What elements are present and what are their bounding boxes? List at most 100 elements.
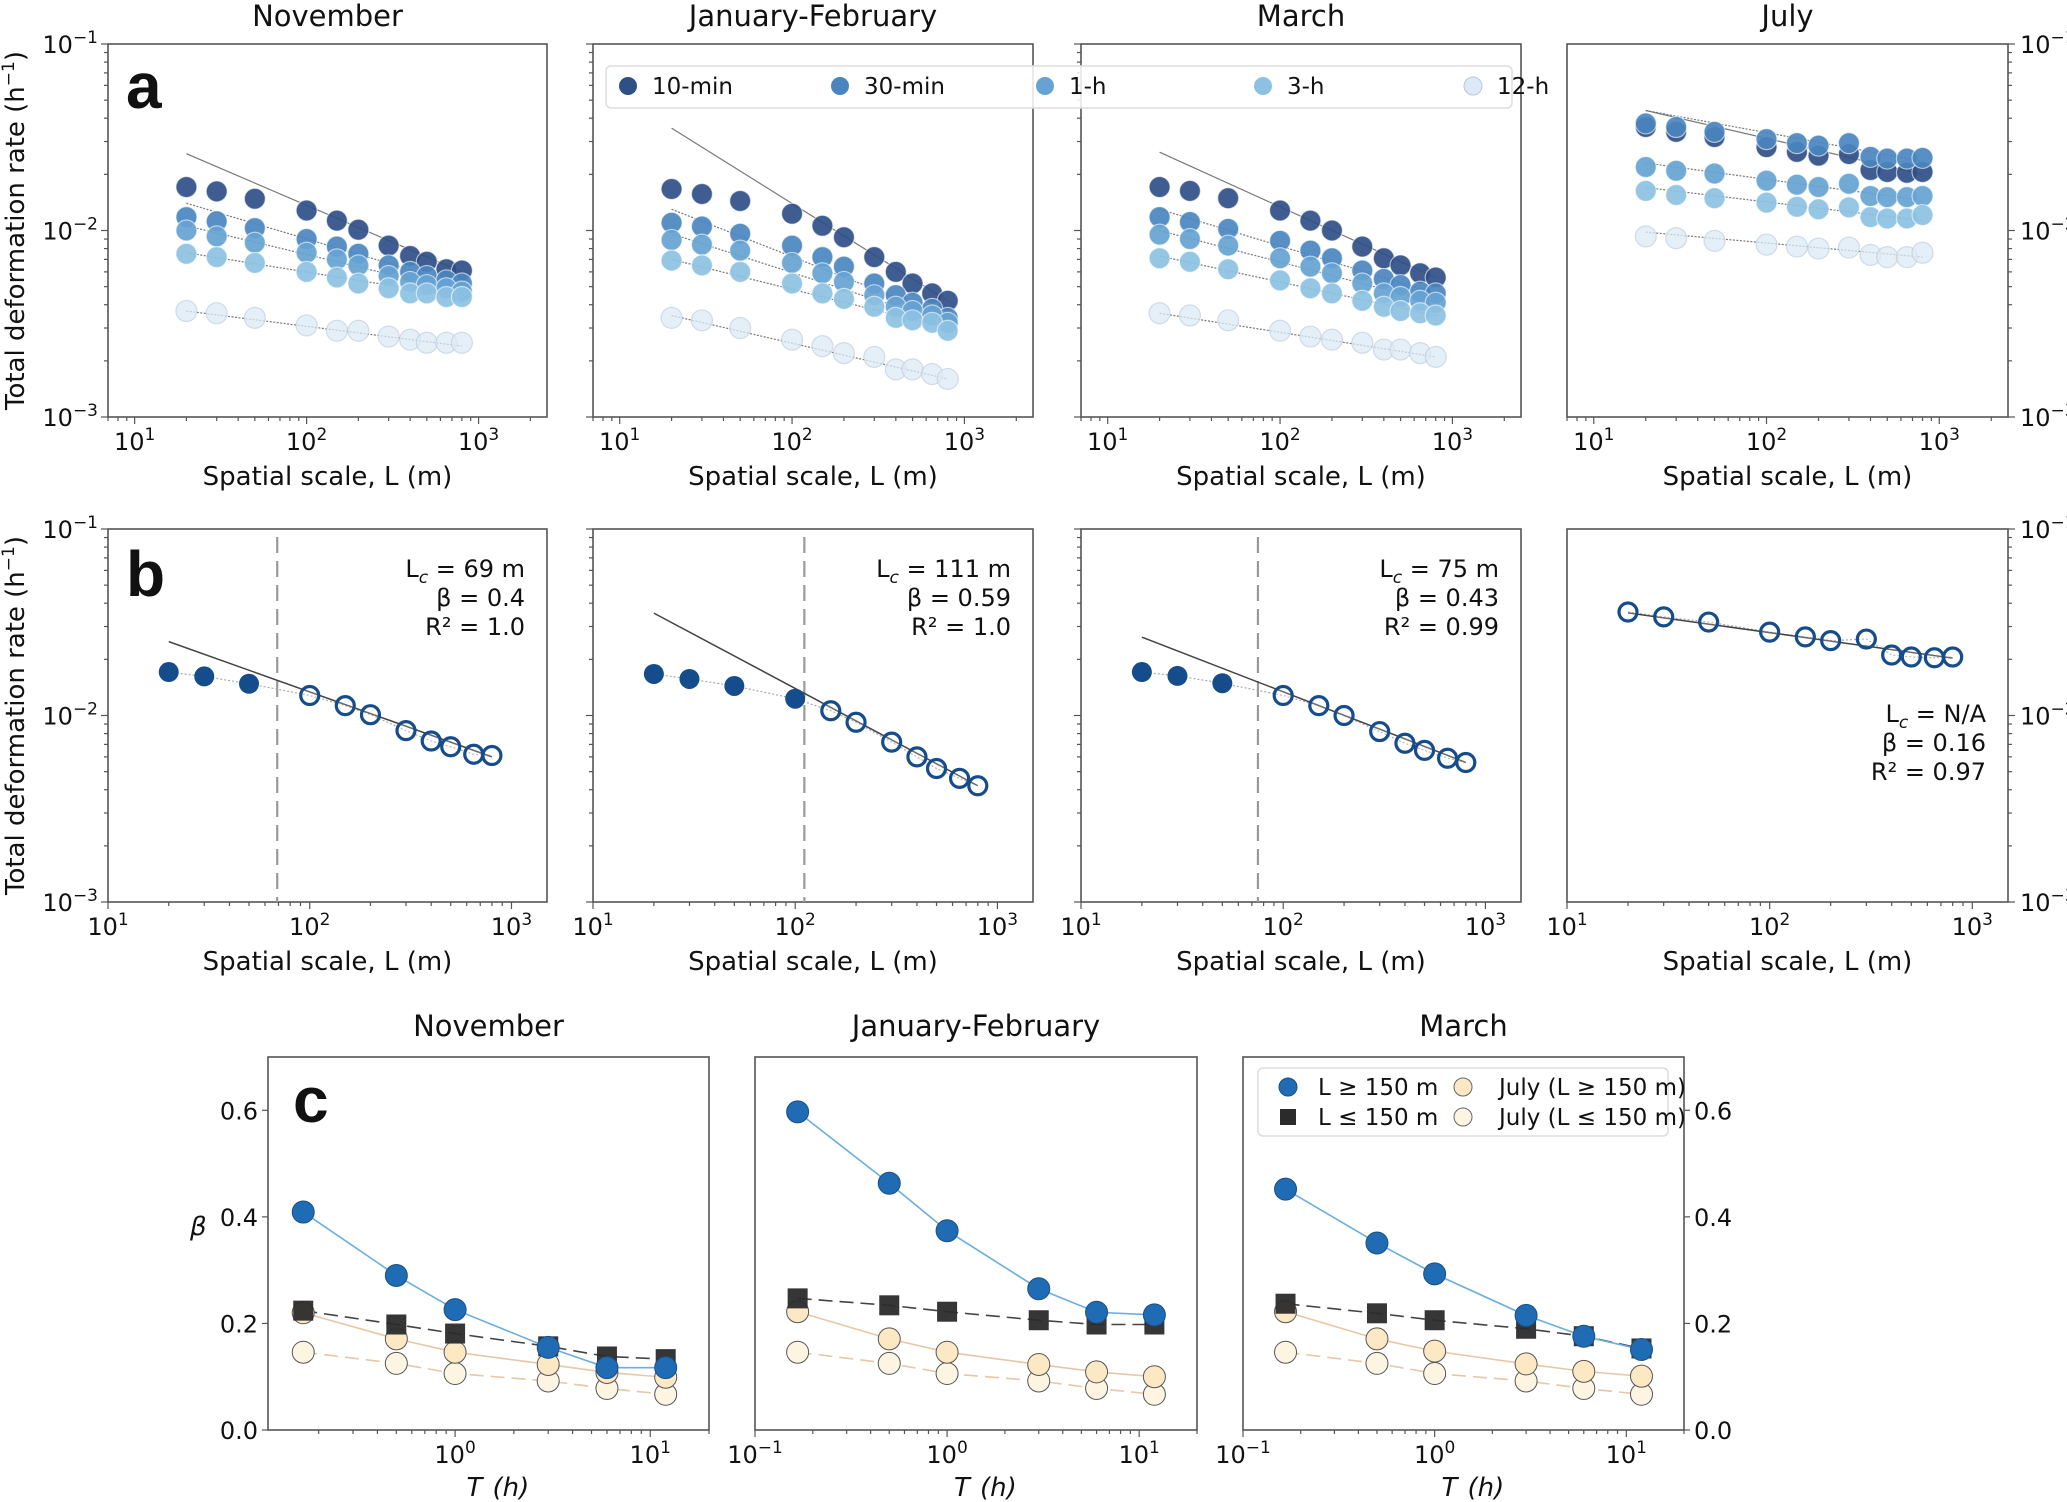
data-point <box>1911 203 1934 227</box>
data-point <box>347 319 370 342</box>
data-point <box>660 177 683 201</box>
data-point <box>1299 209 1322 232</box>
data-point <box>1268 199 1292 222</box>
panel-letter-b: b <box>126 538 165 610</box>
data-point <box>205 225 228 248</box>
data-point <box>690 233 714 256</box>
x-axis-label: Spatial scale, L (m) <box>203 462 453 492</box>
fit-line-30-min <box>1159 208 1436 294</box>
data-point <box>1837 132 1861 155</box>
data-point <box>832 226 856 249</box>
axes-frame <box>1566 43 2009 418</box>
data-point <box>820 700 842 722</box>
data-point <box>1634 112 1657 135</box>
data-point <box>1755 233 1778 256</box>
series-line <box>1285 1302 1642 1350</box>
data-point <box>443 1340 467 1364</box>
x-tick-label: 103 <box>977 910 1018 941</box>
data-point <box>729 189 752 213</box>
series-line <box>797 1111 1155 1316</box>
data-point <box>1634 225 1657 248</box>
data-point <box>1881 644 1903 666</box>
x-tick-label: 103 <box>1952 910 1993 941</box>
data-point <box>1807 175 1830 199</box>
legend-label: 1-h <box>1069 74 1107 100</box>
legend-label: 3-h <box>1287 74 1325 100</box>
data-point <box>440 736 462 758</box>
data-point <box>1394 732 1416 754</box>
series-line <box>797 1351 1155 1396</box>
x-axis-label: Spatial scale, L (m) <box>1663 947 1913 977</box>
panel-b-july: 101 102 103 10−3 10−2 10−1 Lc = N/Aβ = 0.16R² … <box>1546 513 2067 977</box>
data-point <box>1217 234 1240 257</box>
data-point <box>1837 172 1861 195</box>
data-point-square <box>386 1314 407 1335</box>
x-tick-label: 102 <box>1263 910 1304 941</box>
subplot-title: November <box>252 0 403 33</box>
x-tick-label: 102 <box>289 910 330 941</box>
data-point <box>1424 345 1447 369</box>
data-point <box>1629 1364 1653 1388</box>
data-point <box>384 1263 408 1287</box>
fit-line-30-min <box>671 208 948 319</box>
legend-label: L ≥ 150 m <box>1318 1075 1438 1101</box>
data-point-square <box>879 1295 900 1316</box>
data-point <box>1178 304 1202 327</box>
data-point <box>1178 250 1202 273</box>
data-point <box>1629 1338 1653 1362</box>
data-point <box>415 282 438 305</box>
data-point <box>1351 331 1374 354</box>
data-point <box>811 334 834 358</box>
data-point <box>967 775 989 797</box>
data-point-square <box>445 1323 466 1344</box>
data-point <box>347 272 370 295</box>
legend-marker-10-min <box>619 77 637 95</box>
data-point <box>863 246 886 269</box>
subplot-title: March <box>1257 0 1345 33</box>
data-point <box>1876 186 1899 209</box>
data-point <box>877 1327 901 1351</box>
y-tick-label: 10−3 <box>42 401 98 432</box>
data-point <box>863 295 886 318</box>
x-tick-label: 101 <box>1060 910 1101 941</box>
data-point <box>420 730 442 752</box>
data-point <box>863 345 886 369</box>
data-point <box>1148 302 1171 325</box>
data-point <box>1131 662 1152 683</box>
data-point <box>832 287 856 310</box>
data-point <box>1755 169 1778 192</box>
data-point <box>811 262 834 285</box>
data-point <box>1268 269 1292 292</box>
data-point <box>1807 134 1830 157</box>
legend-marker-3-h <box>1254 77 1272 95</box>
x-axis-label-unit: (h) <box>493 1473 530 1502</box>
legend-marker-30-min <box>831 77 849 95</box>
x-tick-label: 100 <box>434 1438 475 1469</box>
data-point <box>1634 155 1657 179</box>
data-point <box>1785 132 1809 155</box>
x-tick-label: 101 <box>1118 1438 1159 1469</box>
x-tick-label: 103 <box>1919 425 1960 456</box>
data-point <box>1755 191 1778 214</box>
data-point <box>1703 187 1726 210</box>
data-point <box>936 367 959 391</box>
data-point <box>1274 1177 1298 1201</box>
data-point <box>243 187 266 210</box>
data-point <box>1027 1352 1051 1376</box>
power-law-fit <box>1141 636 1467 764</box>
data-point <box>1365 1327 1389 1351</box>
data-point <box>1212 673 1233 694</box>
y-tick-label: 0.4 <box>220 1204 258 1232</box>
data-point <box>1424 304 1447 327</box>
legend-frame <box>605 65 1513 109</box>
data-point <box>881 731 903 753</box>
data-point <box>1634 179 1657 203</box>
data-point <box>205 246 228 269</box>
data-point <box>1148 175 1171 199</box>
x-axis-label: Spatial scale, L (m) <box>203 947 453 977</box>
data-point <box>1837 236 1861 259</box>
legend-label: 12-h <box>1497 74 1549 100</box>
data-point <box>1142 1303 1166 1327</box>
data-point <box>654 1356 678 1380</box>
